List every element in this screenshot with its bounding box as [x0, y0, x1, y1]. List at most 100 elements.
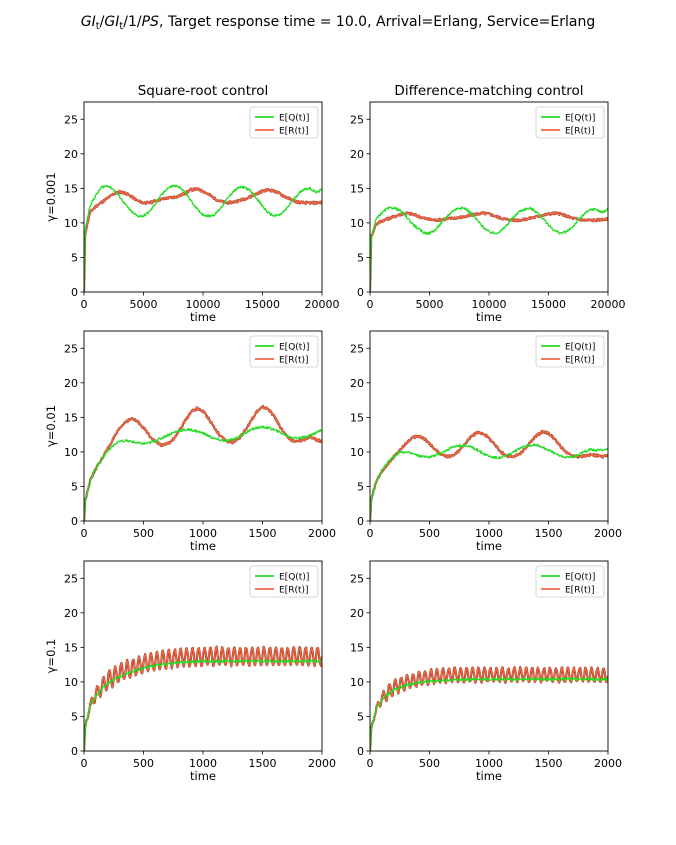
x-tick-label: 1000	[475, 527, 503, 540]
y-tick-label: 5	[71, 251, 78, 264]
y-tick-label: 5	[357, 251, 364, 264]
x-axis-label: time	[190, 769, 216, 783]
x-axis-label: time	[190, 539, 216, 553]
series-group	[370, 429, 608, 521]
legend-label: E[Q(t)]	[565, 113, 595, 123]
legend-label: E[R(t)]	[565, 355, 595, 365]
x-tick-label: 0	[81, 527, 88, 540]
figure-title: GIt/GIt/1/PS, Target response time = 10.…	[81, 14, 596, 32]
x-tick-label: 1500	[535, 757, 563, 770]
column-title-difference-matching: Difference-matching control	[394, 83, 583, 99]
y-tick-label: 10	[350, 446, 364, 459]
y-tick-label: 0	[71, 515, 78, 528]
legend: E[Q(t)] E[R(t)]	[249, 565, 319, 598]
series-group	[84, 405, 322, 521]
legend-label: E[Q(t)]	[565, 572, 595, 582]
y-tick-label: 20	[350, 148, 364, 161]
y-axis-label: γ=0.1	[44, 639, 58, 674]
series-er-line	[370, 211, 608, 292]
x-axis-label: time	[190, 310, 216, 324]
y-tick-label: 15	[64, 411, 78, 424]
x-tick-label: 0	[81, 298, 88, 311]
x-tick-label: 20000	[591, 298, 626, 311]
legend-label: E[R(t)]	[565, 585, 595, 595]
y-tick-label: 15	[350, 641, 364, 654]
y-tick-label: 20	[64, 377, 78, 390]
y-tick-label: 10	[64, 217, 78, 230]
legend-label: E[Q(t)]	[279, 113, 309, 123]
legend-label: E[R(t)]	[279, 585, 309, 595]
x-tick-label: 15000	[531, 298, 566, 311]
x-tick-label: 5000	[416, 298, 444, 311]
x-tick-label: 500	[419, 527, 440, 540]
y-tick-label: 0	[71, 286, 78, 299]
series-er-line	[370, 666, 608, 751]
legend-label: E[R(t)]	[279, 126, 309, 136]
x-tick-label: 2000	[308, 757, 336, 770]
series-er-line	[370, 430, 608, 521]
y-tick-label: 0	[71, 745, 78, 758]
y-tick-label: 5	[71, 710, 78, 723]
series-eq-line	[84, 659, 322, 751]
y-tick-label: 10	[64, 676, 78, 689]
title-slash-1: /	[100, 14, 105, 30]
y-tick-label: 15	[350, 411, 364, 424]
title-rest: , Target response time = 10.0, Arrival=E…	[159, 14, 595, 30]
panel-row3-col2: 0 5 10 15 20 25 0 500 1000 1500 2000 time E[Q(t)] E[R…	[350, 560, 622, 783]
y-axis-label: γ=0.001	[44, 172, 58, 221]
title-gi-2: GI	[104, 14, 119, 30]
x-tick-label: 1500	[249, 757, 277, 770]
series-er-shadow	[84, 187, 322, 292]
title-ps: PS	[142, 14, 159, 30]
panel-row1-col1: 0 5 10 15 20 25 0 5000 10000 15000 20000 time γ=0.00…	[44, 101, 340, 324]
title-slash-2: /1/	[123, 14, 142, 30]
x-tick-label: 0	[367, 298, 374, 311]
title-gi-1: GI	[81, 14, 96, 30]
x-tick-label: 5000	[130, 298, 158, 311]
x-tick-label: 10000	[186, 298, 221, 311]
series-group	[84, 184, 322, 292]
legend-label: E[Q(t)]	[279, 572, 309, 582]
x-tick-label: 1500	[535, 527, 563, 540]
title-sub-1: t	[96, 21, 100, 32]
y-tick-label: 0	[357, 745, 364, 758]
y-tick-label: 5	[357, 480, 364, 493]
y-tick-label: 0	[357, 515, 364, 528]
y-tick-label: 25	[350, 113, 364, 126]
panel-row1-col2: 0 5 10 15 20 25 0 5000 10000 15000 20000 time E[Q(t)…	[350, 101, 626, 324]
series-er-line	[84, 405, 322, 521]
x-tick-label: 15000	[245, 298, 280, 311]
legend: E[Q(t)] E[R(t)]	[249, 335, 319, 368]
panel-row2-col2: 0 5 10 15 20 25 0 500 1000 1500 2000 time E[Q(t)] E[R…	[350, 330, 622, 553]
series-eq-line	[370, 443, 608, 521]
x-axis-label: time	[476, 769, 502, 783]
x-tick-label: 2000	[308, 527, 336, 540]
panel-row2-col1: 0 5 10 15 20 25 0 500 1000 1500 2000 time γ=0.01 E[Q(…	[44, 330, 336, 553]
x-tick-label: 0	[367, 527, 374, 540]
x-tick-label: 0	[367, 757, 374, 770]
y-axis-label: γ=0.01	[44, 405, 58, 447]
y-tick-label: 10	[350, 676, 364, 689]
y-tick-label: 20	[64, 607, 78, 620]
series-eq-line	[84, 425, 322, 521]
series-group	[370, 206, 608, 292]
y-tick-label: 15	[350, 182, 364, 195]
legend: E[Q(t)] E[R(t)]	[535, 335, 605, 368]
x-tick-label: 2000	[594, 757, 622, 770]
series-er-line	[84, 645, 322, 751]
series-er-shadow	[84, 405, 322, 521]
legend-label: E[R(t)]	[279, 355, 309, 365]
series-er-shadow	[370, 211, 608, 292]
x-axis-label: time	[476, 310, 502, 324]
x-axis-label: time	[476, 539, 502, 553]
series-er-shadow	[370, 429, 608, 521]
y-tick-label: 15	[64, 641, 78, 654]
panel-row3-col1: 0 5 10 15 20 25 0 500 1000 1500 2000 time γ=0.1 E[Q(t…	[44, 560, 336, 783]
x-tick-label: 1000	[189, 757, 217, 770]
y-tick-label: 25	[64, 342, 78, 355]
legend-label: E[Q(t)]	[565, 342, 595, 352]
y-tick-label: 20	[64, 148, 78, 161]
series-group	[370, 665, 608, 751]
y-tick-label: 25	[350, 342, 364, 355]
